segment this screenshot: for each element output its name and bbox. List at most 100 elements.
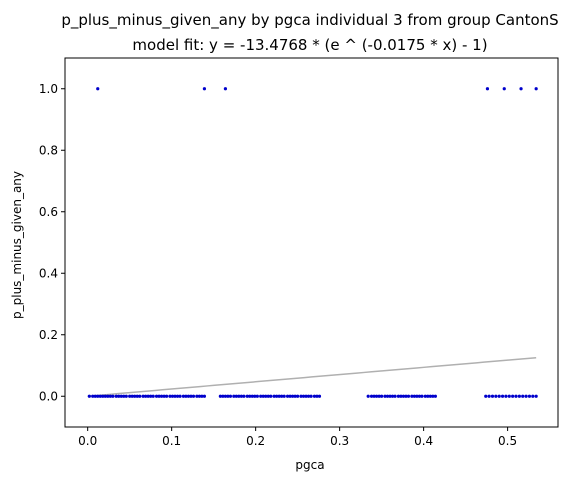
data-point (372, 394, 376, 398)
data-point (524, 394, 528, 398)
x-tick-label: 0.0 (78, 434, 97, 448)
data-point (221, 394, 225, 398)
data-point (301, 394, 306, 398)
data-point (304, 394, 308, 398)
data-point (259, 394, 263, 398)
data-point (410, 394, 414, 398)
data-point (151, 394, 155, 398)
data-point (487, 394, 491, 398)
data-point (232, 394, 236, 398)
data-point (223, 87, 228, 91)
data-point (500, 394, 505, 398)
data-point (433, 394, 437, 398)
data-point (93, 394, 97, 398)
data-point (312, 394, 317, 398)
data-point (202, 87, 207, 91)
data-point (401, 394, 406, 398)
data-point (534, 394, 538, 398)
y-axis-label: p_plus_minus_given_any (10, 171, 24, 319)
data-point (146, 394, 150, 398)
data-point (130, 394, 134, 398)
data-point (111, 394, 115, 398)
data-point (519, 87, 523, 91)
data-point (296, 394, 300, 398)
data-point (415, 394, 419, 398)
data-point (369, 394, 374, 398)
data-point (315, 394, 319, 398)
data-point (507, 394, 511, 398)
data-point (399, 394, 403, 398)
data-point (103, 394, 107, 398)
data-point (412, 394, 416, 398)
data-point (248, 394, 252, 398)
data-point (218, 394, 222, 398)
data-point (157, 394, 161, 398)
data-point (122, 394, 126, 398)
data-point (511, 394, 515, 398)
x-tick-label: 0.4 (414, 434, 433, 448)
data-point (299, 394, 303, 398)
data-point (133, 394, 137, 398)
data-point (309, 394, 313, 398)
data-point (101, 394, 105, 398)
data-point (527, 394, 532, 398)
x-tick-label: 0.1 (162, 434, 181, 448)
data-point (242, 394, 246, 398)
data-point (426, 394, 430, 398)
data-point (191, 394, 196, 398)
data-point (91, 394, 95, 398)
chart-subtitle: model fit: y = -13.4768 * (e ^ (-0.0175 … (132, 36, 487, 54)
data-point (144, 394, 148, 398)
data-point (253, 394, 257, 398)
data-point (114, 394, 118, 398)
data-point (385, 394, 390, 398)
data-point (202, 394, 207, 398)
data-point (406, 394, 411, 398)
x-tick-label: 0.2 (246, 434, 265, 448)
data-point (282, 394, 286, 398)
data-point (377, 394, 381, 398)
data-point (383, 394, 387, 398)
data-point (261, 394, 265, 398)
data-point (154, 394, 159, 398)
data-point (149, 394, 153, 398)
data-point (280, 394, 284, 398)
data-point (117, 394, 121, 398)
data-point (317, 394, 322, 398)
data-point (396, 394, 401, 398)
data-point (431, 394, 435, 398)
data-point (531, 394, 535, 398)
data-point (374, 394, 379, 398)
data-point (197, 394, 201, 398)
data-point (170, 394, 175, 398)
data-point (184, 394, 188, 398)
data-point (517, 394, 521, 398)
data-point (87, 394, 91, 398)
data-point (250, 394, 254, 398)
data-point (269, 394, 273, 398)
data-point (226, 394, 230, 398)
data-point (165, 394, 169, 398)
data-point (428, 394, 432, 398)
x-axis-label: pgca (295, 458, 324, 472)
data-point (124, 394, 128, 398)
data-point (195, 394, 199, 398)
y-tick-label: 0.0 (39, 389, 58, 403)
data-point (494, 394, 498, 398)
data-point (255, 394, 259, 398)
data-point (108, 394, 112, 398)
data-point (173, 394, 177, 398)
data-point (175, 394, 180, 398)
data-point (141, 394, 145, 398)
data-point (128, 394, 132, 398)
data-point (285, 394, 290, 398)
data-point (266, 394, 270, 398)
y-tick-label: 0.2 (39, 328, 58, 342)
data-point (135, 394, 139, 398)
model-fit-line (87, 356, 537, 397)
data-point (237, 394, 241, 398)
plot-area: 0.0 0.1 0.2 0.3 0.4 0.5 0.0 0.2 0.4 0.6 0.8 1.0 (39, 57, 559, 448)
data-point (181, 394, 186, 398)
